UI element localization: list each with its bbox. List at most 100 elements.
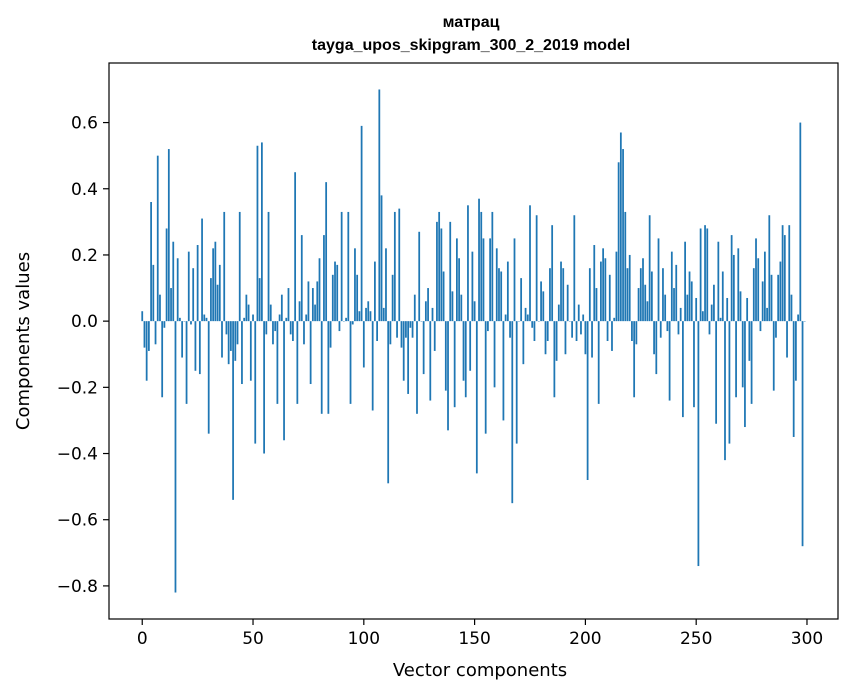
bar (440, 228, 443, 322)
bar (699, 228, 702, 322)
bar (682, 321, 684, 418)
bar (256, 145, 259, 322)
bar (354, 248, 356, 322)
bar (283, 321, 285, 441)
y-axis-ticks: −0.8 −0.6 −0.4 −0.2 0.0 0.2 0.4 0.6 (57, 114, 109, 597)
y-tick-label: 0.0 (71, 312, 98, 332)
bar (622, 149, 624, 322)
bar (276, 321, 279, 404)
y-tick-label: −0.2 (57, 378, 98, 398)
bar (653, 321, 655, 355)
bar (398, 208, 401, 322)
bar (575, 321, 578, 341)
bar (309, 321, 312, 385)
bar (165, 228, 168, 322)
bar (471, 251, 474, 322)
bar (737, 248, 740, 322)
bar (513, 238, 516, 322)
bar (639, 268, 642, 322)
bar (544, 321, 547, 355)
bar (735, 321, 737, 398)
bar (418, 231, 421, 322)
bar (710, 304, 713, 322)
bar (245, 294, 248, 322)
bar (617, 162, 620, 322)
bar (495, 248, 498, 322)
bar (611, 321, 613, 351)
bar (686, 294, 689, 322)
bar (241, 321, 243, 385)
bar (635, 321, 638, 345)
bar (447, 321, 449, 431)
bar (143, 321, 146, 348)
bar (456, 238, 458, 322)
bar (619, 132, 622, 322)
bar (362, 321, 365, 368)
bar (761, 281, 764, 322)
bar (449, 221, 452, 322)
bar (662, 268, 664, 322)
bar (427, 288, 429, 322)
bar (628, 254, 631, 322)
bar (666, 321, 669, 332)
bar (274, 321, 277, 332)
bar (254, 321, 257, 444)
bar (781, 225, 784, 322)
bar (436, 221, 438, 322)
bar (487, 321, 489, 332)
bar (624, 211, 627, 322)
bar (732, 254, 735, 322)
bar (524, 307, 527, 322)
bar (719, 317, 722, 322)
bar (631, 321, 633, 341)
bar (205, 317, 208, 322)
bar (504, 314, 507, 322)
bar (232, 321, 234, 500)
bar (790, 294, 793, 322)
bar (192, 268, 195, 322)
bar (382, 307, 385, 322)
bar (560, 261, 562, 322)
bar (564, 321, 567, 355)
bar (331, 274, 334, 322)
bar (314, 304, 316, 322)
bar (529, 205, 531, 322)
bar (491, 211, 494, 322)
bar (644, 284, 647, 322)
bar (396, 321, 398, 338)
bar (247, 304, 250, 322)
y-tick-label: −0.8 (57, 577, 98, 597)
bar (431, 307, 434, 322)
bar (542, 291, 545, 322)
bar (402, 321, 405, 381)
bar (500, 271, 503, 322)
bar (422, 321, 425, 375)
bar (600, 261, 602, 322)
bar (489, 238, 491, 322)
bar (460, 294, 463, 322)
bar (684, 241, 686, 322)
bar (351, 321, 354, 325)
bar (549, 268, 551, 322)
bar (608, 274, 611, 322)
bar (535, 215, 538, 322)
bar (509, 321, 511, 338)
bar (482, 238, 485, 322)
bar (584, 321, 587, 355)
bar (668, 321, 671, 401)
bar (376, 321, 378, 341)
bar (329, 321, 332, 348)
bar (336, 264, 339, 322)
bar (356, 274, 359, 322)
bar (788, 225, 791, 322)
bar (141, 311, 144, 322)
bar (604, 258, 607, 322)
bar (755, 238, 757, 322)
bar (318, 258, 321, 322)
bar (296, 321, 299, 404)
chart-subtitle: tayga_upos_skipgram_300_2_2019 model (312, 37, 630, 54)
bar (285, 317, 288, 322)
bar (179, 317, 181, 322)
bar (263, 321, 265, 454)
